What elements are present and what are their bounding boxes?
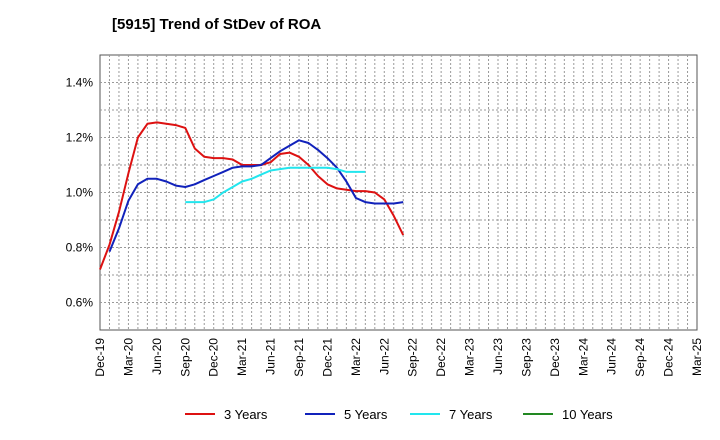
x-tick-label: Sep-21 — [292, 338, 306, 377]
y-tick-label: 1.4% — [66, 76, 94, 90]
x-tick-label: Sep-22 — [406, 338, 420, 377]
legend-label: 5 Years — [344, 407, 388, 422]
y-tick-label: 0.6% — [66, 296, 94, 310]
x-tick-label: Dec-21 — [320, 338, 334, 377]
x-tick-label: Dec-23 — [548, 338, 562, 377]
x-tick-label: Sep-24 — [633, 338, 647, 377]
x-tick-label: Dec-24 — [662, 338, 676, 377]
x-tick-label: Sep-20 — [178, 338, 192, 377]
series-lines — [99, 121, 405, 270]
x-tick-label: Mar-24 — [576, 338, 590, 376]
y-tick-label: 0.8% — [66, 241, 94, 255]
grid-lines — [100, 55, 697, 330]
y-axis-ticks: 0.6% 0.8% 1.0% 1.2% 1.4% — [66, 76, 94, 310]
x-tick-label: Dec-20 — [207, 338, 221, 377]
series-line — [108, 139, 404, 252]
x-tick-label: Jun-22 — [377, 338, 391, 375]
y-tick-label: 1.2% — [66, 131, 94, 145]
x-tick-label: Mar-21 — [235, 338, 249, 376]
legend-label: 10 Years — [562, 407, 613, 422]
x-tick-label: Jun-24 — [605, 338, 619, 375]
x-tick-label: Jun-23 — [491, 338, 505, 375]
x-tick-label: Jun-21 — [264, 338, 278, 375]
x-tick-label: Sep-23 — [519, 338, 533, 377]
legend-label: 3 Years — [224, 407, 268, 422]
x-tick-label: Mar-25 — [690, 338, 704, 376]
series-line — [185, 166, 366, 204]
x-tick-label: Jun-20 — [150, 338, 164, 375]
x-tick-label: Mar-22 — [349, 338, 363, 376]
x-tick-label: Dec-22 — [434, 338, 448, 377]
x-axis-ticks: Dec-19 Mar-20 Jun-20 Sep-20 Dec-20 Mar-21 Jun-… — [93, 338, 704, 377]
legend: 3 Years 5 Years 7 Years 10 Years — [185, 407, 613, 422]
x-tick-label: Mar-20 — [121, 338, 135, 376]
legend-label: 7 Years — [449, 407, 493, 422]
x-tick-label: Dec-19 — [93, 338, 107, 377]
chart-title: [5915] Trend of StDev of ROA — [112, 16, 321, 33]
x-tick-label: Mar-23 — [463, 338, 477, 376]
y-tick-label: 1.0% — [66, 186, 94, 200]
